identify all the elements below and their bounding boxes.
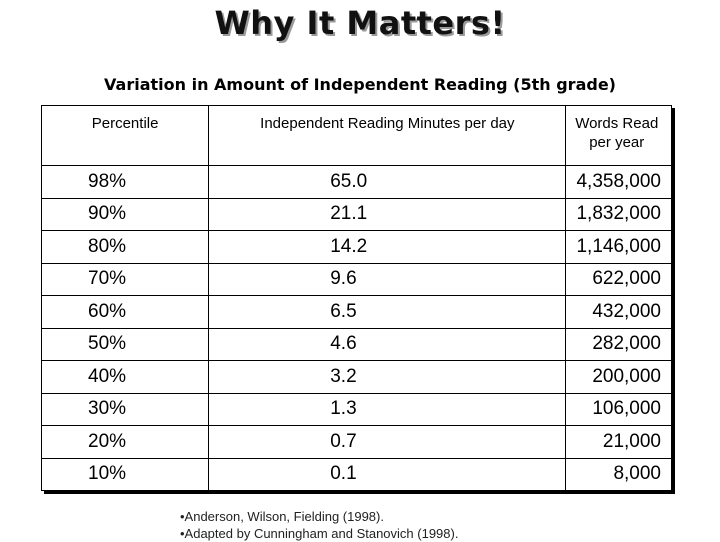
- reading-table-container: Percentile Independent Reading Minutes p…: [41, 105, 672, 491]
- cell-minutes: 3.2: [208, 360, 567, 393]
- reading-table: Percentile Independent Reading Minutes p…: [42, 106, 671, 490]
- table-row: 40% 3.2 200,000: [42, 360, 671, 393]
- cell-percentile: 70%: [42, 262, 210, 296]
- cell-percentile: 80%: [42, 230, 210, 263]
- cell-minutes: 1.3: [208, 392, 567, 426]
- cell-percentile: 50%: [42, 327, 210, 361]
- table-row: 70% 9.6 622,000: [42, 262, 671, 296]
- cell-words: 106,000: [565, 392, 671, 426]
- cell-words: 1,832,000: [565, 197, 671, 231]
- cell-percentile: 40%: [42, 360, 210, 393]
- cell-percentile: 30%: [42, 392, 210, 426]
- table-row: 90% 21.1 1,832,000: [42, 197, 671, 231]
- header-words: Words Read per year: [575, 115, 659, 151]
- reference-1: •Anderson, Wilson, Fielding (1998).: [180, 509, 384, 524]
- table-row: 20% 0.7 21,000: [42, 425, 671, 458]
- cell-minutes: 0.7: [208, 425, 567, 458]
- table-row: 60% 6.5 432,000: [42, 295, 671, 328]
- cell-minutes: 21.1: [208, 197, 567, 231]
- cell-minutes: 4.6: [208, 327, 567, 361]
- cell-minutes: 0.1: [208, 457, 567, 490]
- cell-words: 282,000: [565, 327, 671, 361]
- cell-percentile: 20%: [42, 425, 210, 458]
- cell-percentile: 90%: [42, 197, 210, 231]
- table-row: 80% 14.2 1,146,000: [42, 230, 671, 263]
- cell-words: 21,000: [565, 425, 671, 458]
- table-row: 30% 1.3 106,000: [42, 392, 671, 426]
- cell-words: 200,000: [565, 360, 671, 393]
- table-header-row: Percentile Independent Reading Minutes p…: [42, 106, 671, 166]
- cell-percentile: 98%: [42, 165, 210, 198]
- table-body: 98% 65.0 4,358,000 90% 21.1 1,832,000 80% 14.2 1…: [42, 165, 671, 490]
- table-row: 50% 4.6 282,000: [42, 327, 671, 361]
- cell-words: 1,146,000: [565, 230, 671, 263]
- page-title: Why It Matters!: [214, 4, 506, 42]
- cell-minutes: 65.0: [208, 165, 567, 198]
- cell-percentile: 60%: [42, 295, 210, 328]
- references: •Anderson, Wilson, Fielding (1998). •Ada…: [180, 508, 458, 542]
- cell-percentile: 10%: [42, 457, 210, 490]
- header-percentile: Percentile: [42, 106, 210, 166]
- table-row: 10% 0.1 8,000: [42, 457, 671, 490]
- table-caption: Variation in Amount of Independent Readi…: [104, 75, 616, 94]
- cell-minutes: 14.2: [208, 230, 567, 263]
- reference-2: •Adapted by Cunningham and Stanovich (19…: [180, 526, 459, 541]
- table-row: 98% 65.0 4,358,000: [42, 165, 671, 198]
- cell-words: 8,000: [565, 457, 671, 490]
- cell-minutes: 6.5: [208, 295, 567, 328]
- cell-minutes: 9.6: [208, 262, 567, 296]
- cell-words: 4,358,000: [565, 165, 671, 198]
- cell-words: 432,000: [565, 295, 671, 328]
- header-minutes: Independent Reading Minutes per day: [208, 106, 567, 166]
- cell-words: 622,000: [565, 262, 671, 296]
